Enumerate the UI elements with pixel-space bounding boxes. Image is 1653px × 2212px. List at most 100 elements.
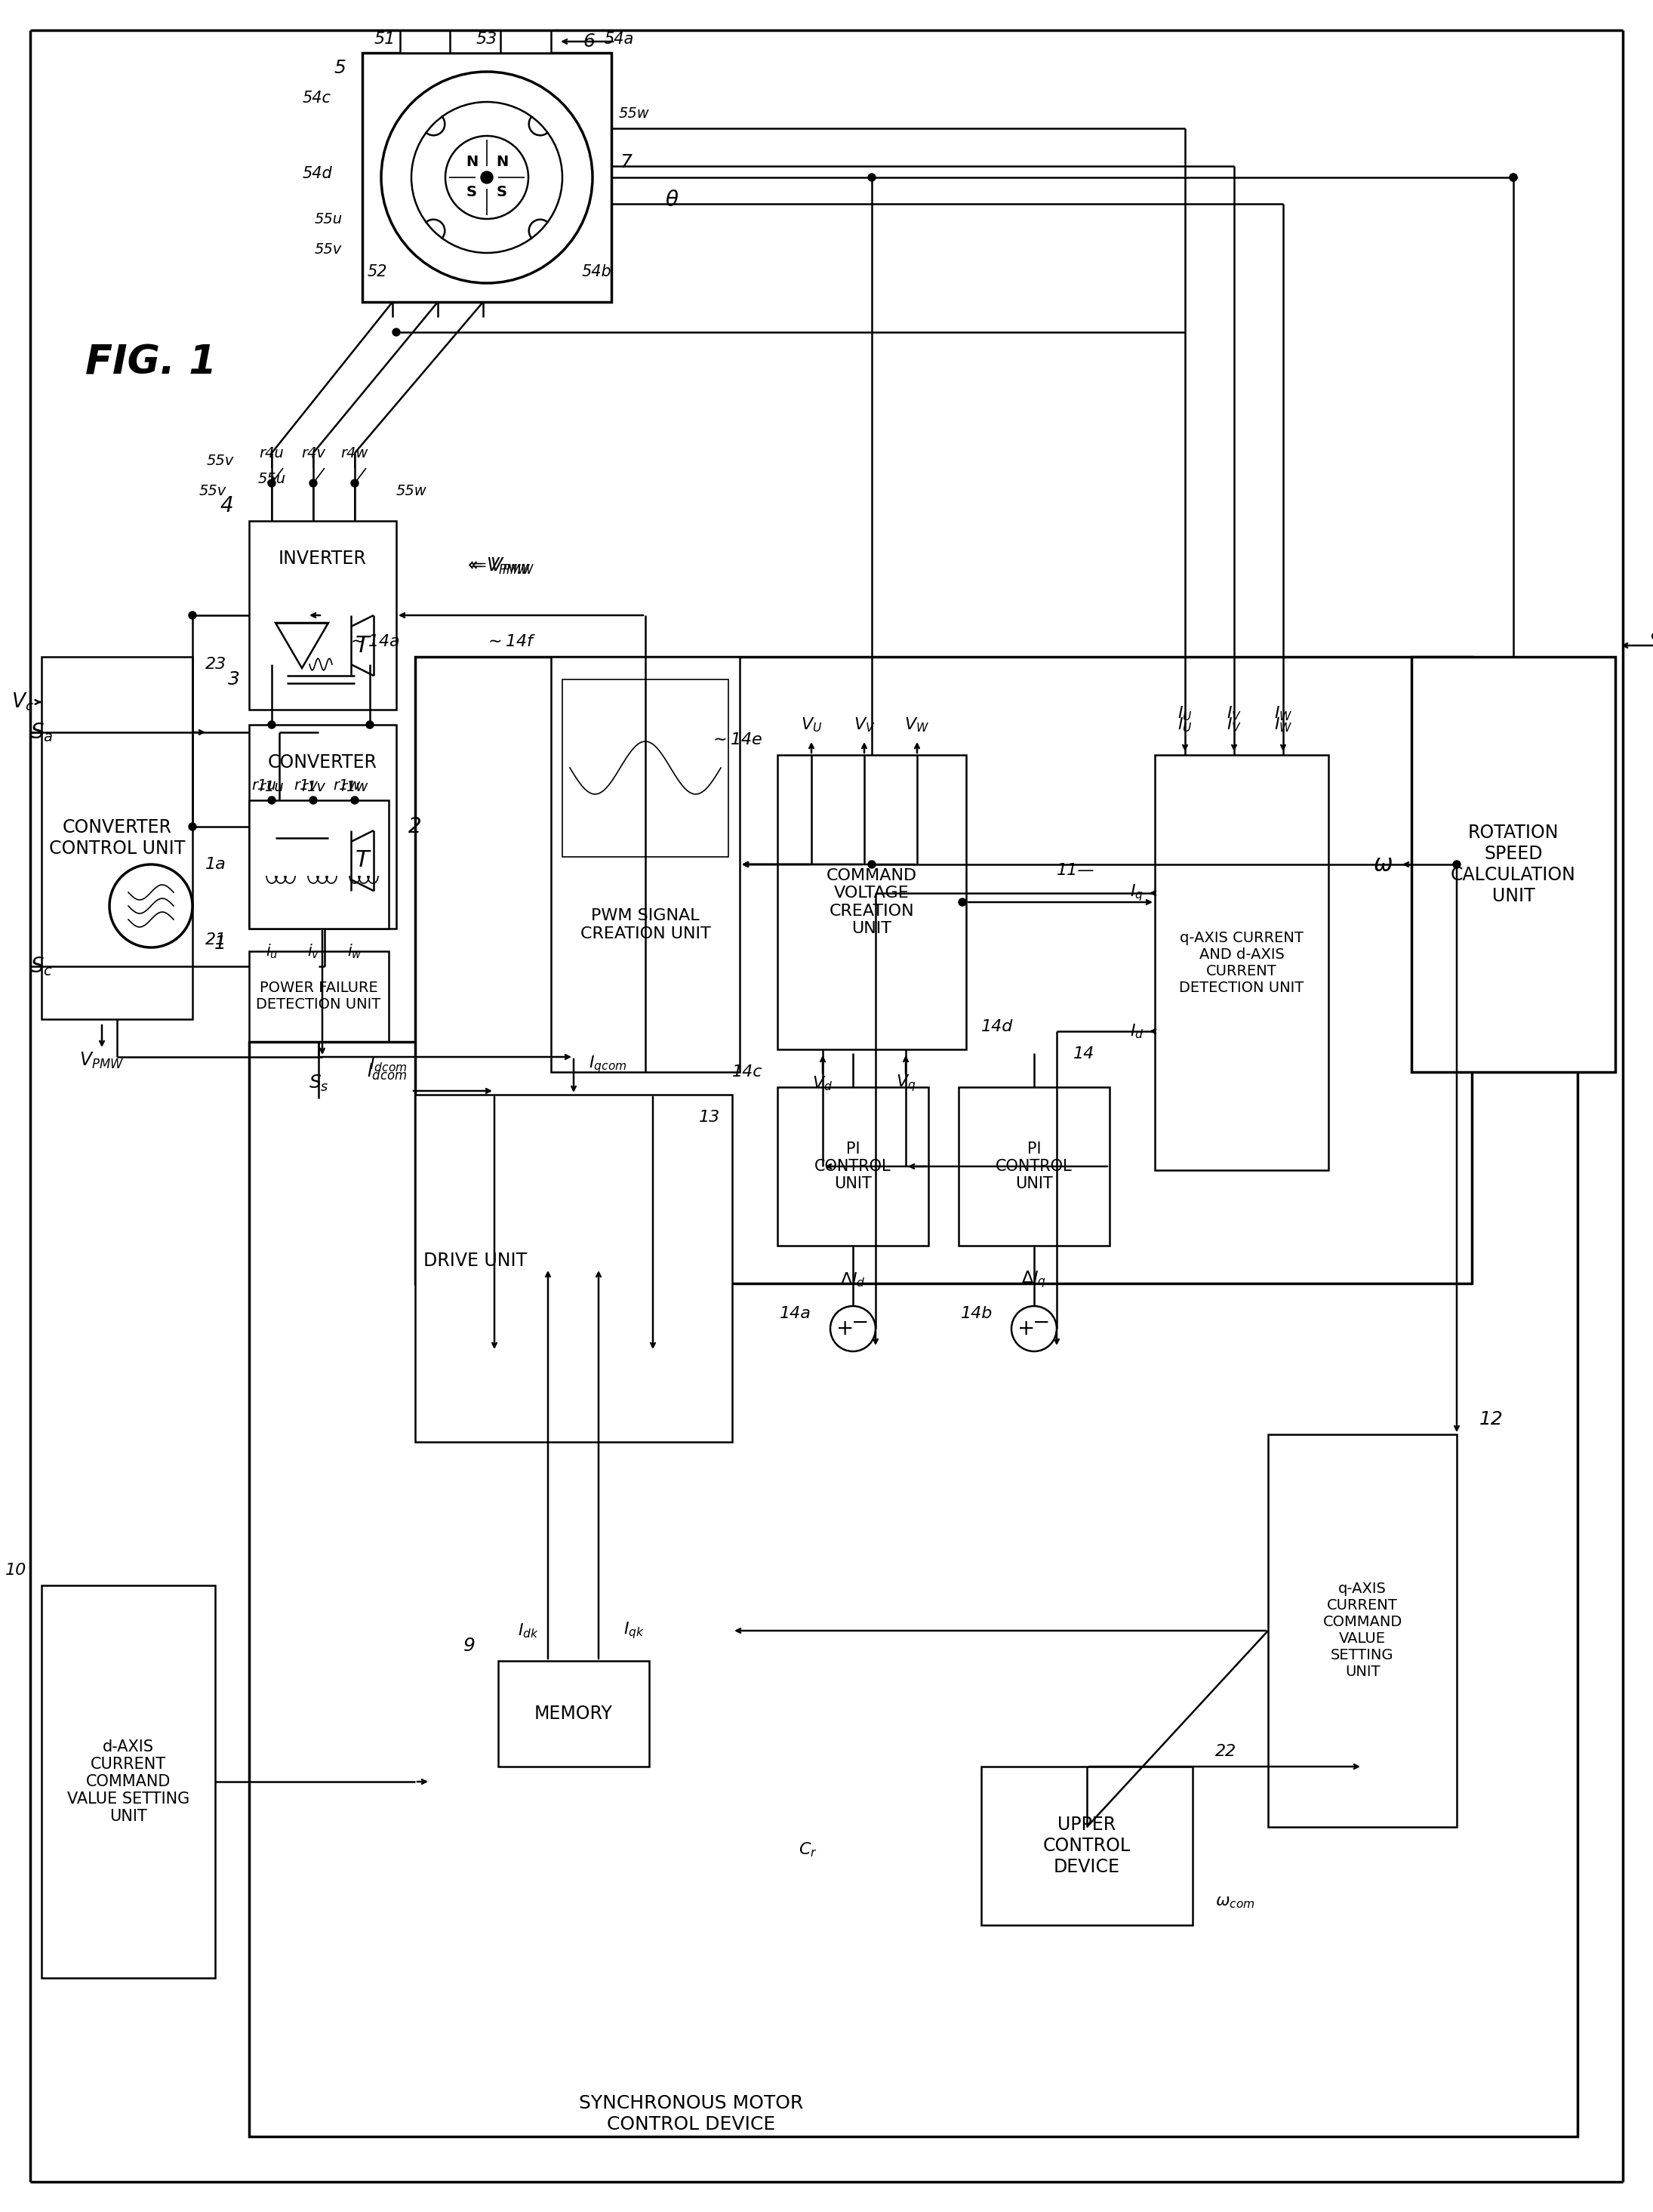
Circle shape (1509, 173, 1517, 181)
Text: $\Delta I_d$: $\Delta I_d$ (840, 1270, 866, 1290)
Text: $I_V$: $I_V$ (1227, 717, 1241, 734)
Text: $I_d$: $I_d$ (1129, 1022, 1144, 1040)
Text: r1u: r1u (251, 779, 276, 792)
Text: CONVERTER
CONTROL UNIT: CONVERTER CONTROL UNIT (50, 818, 185, 858)
Text: POWER FAILURE
DETECTION UNIT: POWER FAILURE DETECTION UNIT (256, 982, 380, 1013)
Text: $V_V$: $V_V$ (853, 717, 874, 734)
Text: $V_d$: $V_d$ (813, 1075, 833, 1093)
Circle shape (868, 173, 876, 181)
Bar (959, 1086, 1109, 1245)
Bar (562, 679, 729, 856)
Text: 9: 9 (463, 1637, 476, 1655)
Bar (250, 951, 388, 1042)
Text: $\Delta I_q$: $\Delta I_q$ (1022, 1270, 1046, 1290)
Text: r1w: r1w (341, 779, 369, 794)
Text: PI
CONTROL
UNIT: PI CONTROL UNIT (995, 1141, 1073, 1192)
Text: 14a: 14a (780, 1305, 812, 1321)
Text: 13: 13 (699, 1110, 721, 1126)
Text: −: − (851, 1312, 869, 1334)
Circle shape (1509, 173, 1517, 181)
Text: $I_q$: $I_q$ (1131, 883, 1144, 902)
Bar (400, 31, 550, 53)
Text: +: + (1018, 1318, 1035, 1338)
Text: $S_s$: $S_s$ (309, 1073, 329, 1093)
Text: 2: 2 (408, 816, 422, 836)
Text: $S_c$: $S_c$ (30, 956, 53, 978)
Text: 55u: 55u (314, 212, 342, 226)
Text: INVERTER: INVERTER (278, 549, 367, 568)
Text: $I_U$: $I_U$ (1177, 717, 1192, 734)
Circle shape (959, 898, 965, 907)
Text: 1: 1 (215, 936, 226, 953)
Text: PI
CONTROL
UNIT: PI CONTROL UNIT (815, 1141, 891, 1192)
Circle shape (268, 721, 276, 728)
Text: 54c: 54c (302, 91, 331, 106)
Text: $I_W$: $I_W$ (1274, 717, 1293, 734)
Text: PWM SIGNAL
CREATION UNIT: PWM SIGNAL CREATION UNIT (580, 909, 711, 940)
Text: S: S (496, 186, 507, 199)
Circle shape (350, 796, 359, 803)
Bar (415, 1095, 732, 1442)
Bar (1412, 657, 1615, 1073)
Bar (250, 801, 388, 929)
Bar (777, 754, 965, 1048)
Text: COMMAND
VOLTAGE
CREATION
UNIT: COMMAND VOLTAGE CREATION UNIT (826, 869, 917, 936)
Text: +: + (836, 1318, 855, 1338)
Text: 52: 52 (367, 263, 387, 279)
Circle shape (365, 721, 374, 728)
Text: r1u: r1u (260, 779, 284, 794)
Text: 14d: 14d (982, 1020, 1013, 1035)
Text: $V_c$: $V_c$ (12, 692, 35, 712)
Text: UPPER
CONTROL
DEVICE: UPPER CONTROL DEVICE (1043, 1816, 1131, 1876)
Text: 14: 14 (1073, 1046, 1094, 1062)
Text: $i_w$: $i_w$ (347, 942, 362, 960)
Text: 12: 12 (1479, 1411, 1503, 1429)
Bar (1268, 1433, 1456, 1827)
Bar (362, 53, 612, 303)
Text: $I_{dcom}$: $I_{dcom}$ (369, 1055, 408, 1073)
Text: 55v: 55v (207, 453, 235, 467)
Text: r1v: r1v (301, 779, 326, 794)
Text: r4u: r4u (260, 447, 284, 460)
Circle shape (481, 170, 493, 184)
Text: q-AXIS
CURRENT
COMMAND
VALUE
SETTING
UNIT: q-AXIS CURRENT COMMAND VALUE SETTING UNI… (1322, 1582, 1402, 1679)
Text: $i_u$: $i_u$ (266, 942, 278, 960)
Text: 21: 21 (205, 933, 226, 947)
Text: $I_W$: $I_W$ (1274, 703, 1293, 723)
Text: $\mathsf{\sim}$14e: $\mathsf{\sim}$14e (709, 732, 762, 748)
Text: 1a: 1a (205, 856, 226, 872)
Circle shape (268, 480, 276, 487)
Text: $C_r$: $C_r$ (798, 1840, 817, 1858)
Circle shape (868, 860, 876, 867)
Bar (982, 1767, 1192, 1924)
Text: 54d: 54d (302, 166, 332, 181)
Text: 55w: 55w (397, 484, 426, 498)
Text: 6: 6 (584, 33, 595, 51)
Text: $V_W$: $V_W$ (904, 717, 929, 734)
Circle shape (188, 611, 197, 619)
Text: $I_{qcom}$: $I_{qcom}$ (588, 1055, 626, 1075)
Text: 55v: 55v (198, 484, 226, 498)
Text: T: T (355, 849, 369, 872)
Text: N: N (466, 155, 478, 170)
Text: $I_{dk}$: $I_{dk}$ (517, 1621, 539, 1639)
Text: $V_q$: $V_q$ (896, 1073, 916, 1093)
Text: 55u: 55u (258, 471, 286, 487)
Text: $\theta$: $\theta$ (665, 190, 679, 210)
Bar (41, 657, 192, 1020)
Text: 54b: 54b (582, 263, 612, 279)
Text: 8: 8 (1650, 624, 1653, 644)
Text: $V_{PMW}$: $V_{PMW}$ (79, 1051, 124, 1071)
Text: −: − (1033, 1312, 1050, 1334)
Circle shape (268, 796, 276, 803)
Text: 53: 53 (476, 31, 498, 46)
Text: r4w: r4w (341, 447, 369, 460)
Text: 14c: 14c (732, 1064, 762, 1079)
Text: r1v: r1v (294, 779, 317, 792)
Text: S: S (466, 186, 478, 199)
Text: 10: 10 (5, 1562, 26, 1577)
Text: d-AXIS
CURRENT
COMMAND
VALUE SETTING
UNIT: d-AXIS CURRENT COMMAND VALUE SETTING UNI… (68, 1739, 190, 1825)
Text: 55w: 55w (618, 106, 650, 119)
Circle shape (1453, 860, 1461, 867)
Text: $\omega$: $\omega$ (1374, 854, 1392, 876)
